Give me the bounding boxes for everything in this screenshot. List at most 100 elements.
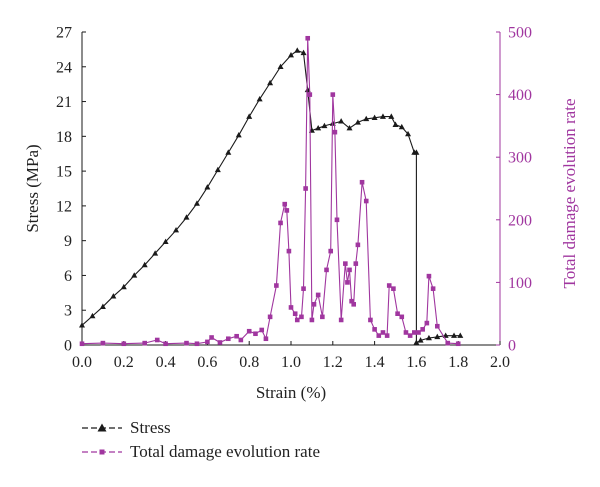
data-point-damage <box>263 336 269 342</box>
legend-label-damage: Total damage evolution rate <box>130 442 320 461</box>
data-point-damage <box>372 327 377 332</box>
data-point-stress <box>256 96 263 102</box>
data-point-stress <box>214 166 221 173</box>
data-point-damage <box>309 317 315 323</box>
legend: Stress Total damage evolution rate <box>80 416 320 464</box>
data-point-damage <box>359 179 365 185</box>
data-point-stress <box>315 125 322 131</box>
y-tick-label: 9 <box>64 233 72 250</box>
data-point-stress <box>413 149 420 155</box>
data-point-damage <box>412 330 417 335</box>
data-point-damage <box>351 302 356 307</box>
x-tick-label: 0.8 <box>239 354 259 371</box>
data-point-damage <box>234 333 239 339</box>
data-point-damage <box>435 323 440 329</box>
y-tick-label: 3 <box>64 303 72 320</box>
data-point-stress <box>371 114 378 120</box>
data-point-stress <box>141 261 148 268</box>
data-point-stress <box>204 184 211 190</box>
data-point-damage <box>292 311 298 316</box>
data-point-damage <box>332 129 338 135</box>
data-point-damage <box>330 92 336 97</box>
data-point-damage <box>209 335 214 340</box>
x-axis-label: Strain (%) <box>256 383 326 402</box>
data-point-stress <box>451 332 458 338</box>
data-point-damage <box>445 340 451 346</box>
data-point-damage <box>288 305 294 310</box>
data-point-damage <box>376 333 382 338</box>
y-tick-label: 6 <box>64 268 72 285</box>
y2-tick-label: 400 <box>508 87 532 104</box>
y2-tick-label: 300 <box>508 150 532 167</box>
data-point-damage <box>320 314 325 320</box>
x-tick-label: 1.4 <box>365 354 385 371</box>
data-point-damage <box>324 267 329 273</box>
data-point-stress <box>267 79 274 86</box>
data-point-damage <box>194 341 200 347</box>
data-point-stress <box>338 118 345 124</box>
data-point-damage <box>343 261 348 266</box>
data-point-damage <box>217 340 223 345</box>
data-point-stress <box>152 250 159 256</box>
data-point-damage <box>386 283 392 288</box>
data-point-stress <box>413 339 420 345</box>
y-tick-label: 12 <box>56 198 72 215</box>
data-point-damage <box>100 340 106 346</box>
data-point-stress <box>288 51 294 58</box>
data-point-stress <box>120 283 127 290</box>
data-point-damage <box>238 337 244 343</box>
data-point-damage <box>246 328 252 334</box>
data-point-damage <box>349 298 354 304</box>
data-point-damage <box>338 317 344 323</box>
data-point-damage <box>384 333 390 338</box>
data-point-stress <box>110 293 117 299</box>
y2-tick-label: 100 <box>508 275 532 292</box>
data-point-damage <box>368 317 373 323</box>
data-point-stress <box>457 332 464 338</box>
data-point-stress <box>193 200 200 206</box>
data-point-stress <box>300 49 307 56</box>
data-point-stress <box>294 47 301 53</box>
data-point-damage <box>407 333 413 338</box>
data-point-damage <box>305 35 311 41</box>
data-point-damage <box>455 341 461 347</box>
data-point-damage <box>121 341 127 347</box>
legend-swatch-damage <box>82 449 122 455</box>
data-point-stress <box>79 322 85 328</box>
data-point-damage <box>355 242 361 248</box>
y2-tick-label: 500 <box>508 25 532 42</box>
data-point-damage <box>278 220 283 226</box>
data-point-stress <box>398 123 405 130</box>
data-point-damage <box>154 337 160 343</box>
data-point-stress <box>379 113 386 119</box>
data-point-stress <box>225 149 232 155</box>
data-point-stress <box>392 121 399 127</box>
data-point-damage <box>253 331 258 337</box>
data-point-damage <box>347 267 352 273</box>
data-point-stress <box>425 334 432 341</box>
data-point-damage <box>311 302 317 307</box>
data-point-damage <box>426 273 432 279</box>
data-point-stress <box>434 333 441 340</box>
y2-tick-label: 0 <box>508 338 516 355</box>
data-point-stress <box>417 337 424 343</box>
x-tick-label: 0.6 <box>197 354 217 371</box>
x-tick-label: 1.2 <box>323 354 343 371</box>
data-point-damage <box>259 327 265 333</box>
data-point-stress <box>89 312 96 319</box>
data-point-stress <box>99 303 106 309</box>
y-tick-label: 27 <box>56 25 72 42</box>
data-point-damage <box>345 280 350 285</box>
data-point-damage <box>430 286 436 291</box>
data-point-stress <box>246 113 253 119</box>
data-point-damage <box>380 330 386 335</box>
y-tick-label: 18 <box>56 129 72 146</box>
data-point-damage <box>226 336 231 342</box>
data-point-damage <box>299 314 304 320</box>
data-point-stress <box>173 227 180 233</box>
data-point-damage <box>391 286 396 291</box>
x-tick-label: 1.6 <box>406 354 426 371</box>
legend-swatch-stress <box>82 423 122 432</box>
x-tick-label: 0.2 <box>114 354 134 371</box>
data-point-stress <box>354 119 361 125</box>
